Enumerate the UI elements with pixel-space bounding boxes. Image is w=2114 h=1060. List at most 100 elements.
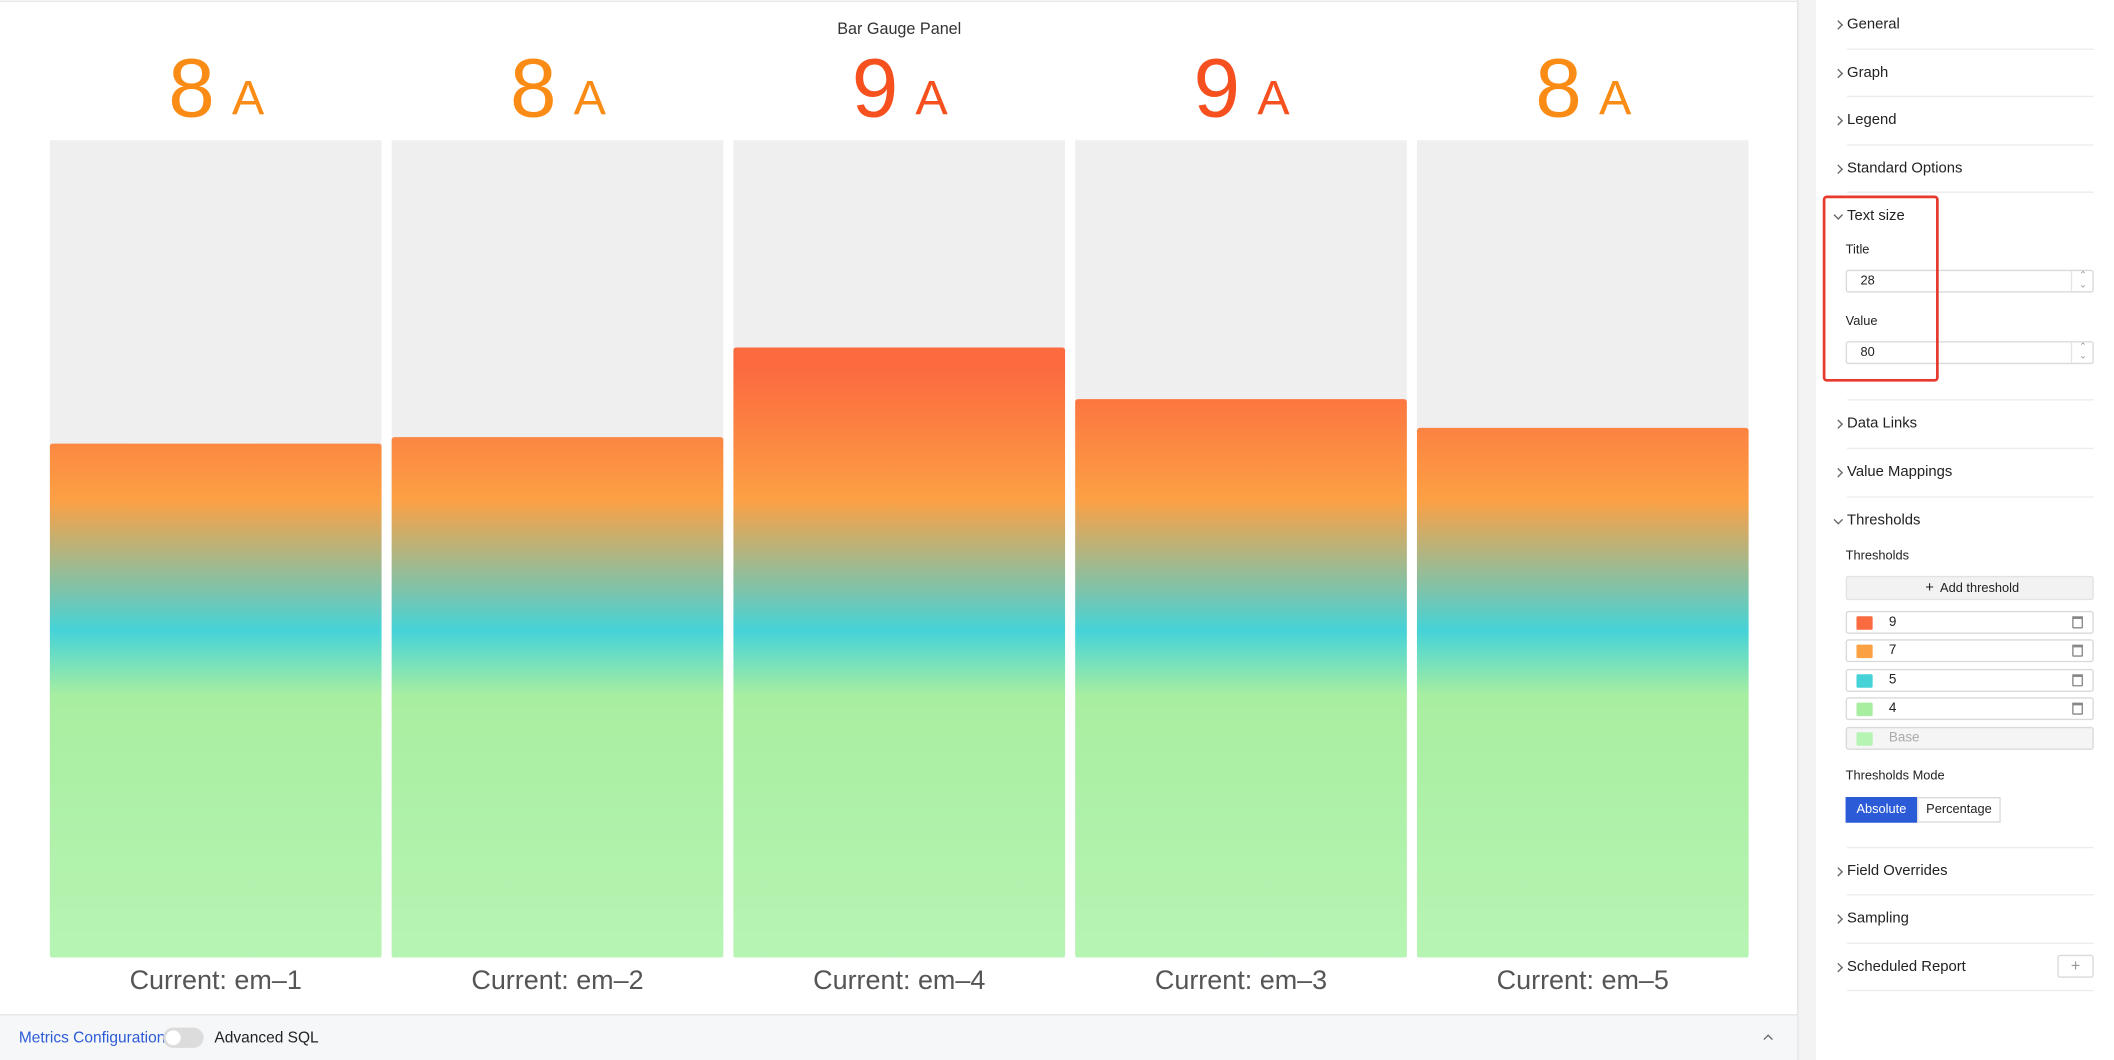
highlight-box xyxy=(1822,196,1939,383)
threshold-row: 4 xyxy=(1845,697,2094,721)
category-label: Current: em–1 xyxy=(130,965,302,995)
threshold-swatch[interactable] xyxy=(1856,731,1873,746)
threshold-swatch[interactable] xyxy=(1856,673,1873,688)
value-label: 8 xyxy=(510,40,556,134)
section-title[interactable]: Graph xyxy=(1847,64,1889,81)
unit-label: A xyxy=(1257,71,1290,125)
section-title[interactable]: Legend xyxy=(1847,112,1897,129)
bar xyxy=(391,437,724,958)
value-label: 9 xyxy=(852,40,898,134)
value-label: 8 xyxy=(168,40,214,134)
unit-label: A xyxy=(574,71,607,125)
threshold-value: 7 xyxy=(1888,643,1897,659)
section-chevron xyxy=(1833,164,1844,174)
plus: + xyxy=(1925,579,1934,596)
category-label: Current: em–4 xyxy=(813,965,985,995)
category-label: Current: em–5 xyxy=(1497,965,1669,995)
mode-button[interactable]: Absolute xyxy=(1845,796,1918,823)
mode-label: Thresholds Mode xyxy=(1845,768,1945,783)
field-label: Title xyxy=(1845,243,1870,259)
threshold-value: 4 xyxy=(1888,701,1897,717)
threshold-swatch[interactable] xyxy=(1856,615,1873,630)
separator xyxy=(1847,48,2094,50)
section-chevron xyxy=(1833,68,1844,78)
separator xyxy=(1847,96,2094,98)
add-threshold-label: Add threshold xyxy=(1940,580,2020,596)
separator xyxy=(1847,894,2094,896)
threshold-value: 5 xyxy=(1888,672,1897,688)
threshold-row: 9 xyxy=(1845,610,2094,634)
section-chevron xyxy=(1833,514,1844,525)
threshold-row: Base xyxy=(1845,726,2094,750)
threshold-row: 7 xyxy=(1845,639,2094,663)
separator xyxy=(1847,192,2094,194)
section-chevron xyxy=(1833,962,1844,973)
threshold-row: 5 xyxy=(1845,668,2094,692)
toggle-label: Advanced SQL xyxy=(214,1030,319,1047)
bar xyxy=(1075,399,1407,958)
base-placeholder: Base xyxy=(1888,730,1920,746)
bottom-bar: Metrics Configuration Advanced SQL xyxy=(0,1014,1798,1060)
input[interactable]: 80 ⌃ ⌄ xyxy=(1845,341,2094,365)
section-title[interactable]: General xyxy=(1847,16,1900,33)
chart-title: Bar Gauge Panel xyxy=(837,20,961,38)
separator xyxy=(1847,399,2094,402)
collapse-button[interactable] xyxy=(1763,1034,1773,1044)
section-chevron xyxy=(1833,467,1844,478)
unit-label: A xyxy=(1599,71,1632,125)
separator xyxy=(1847,846,2094,848)
section-title[interactable]: Text size xyxy=(1847,208,1905,225)
input[interactable]: 28 ⌃ ⌄ xyxy=(1845,270,2094,294)
thresholds-label: Thresholds xyxy=(1845,548,1910,564)
bar xyxy=(733,347,1066,958)
separator xyxy=(1847,942,2094,944)
threshold-swatch[interactable] xyxy=(1856,644,1873,659)
section-chevron xyxy=(1833,866,1844,877)
section-title[interactable]: Value Mappings xyxy=(1847,463,1953,481)
divider xyxy=(1797,0,1817,1060)
section-title[interactable]: Sampling xyxy=(1847,910,1909,927)
delete-icon[interactable] xyxy=(2072,615,2083,628)
toggle[interactable] xyxy=(163,1027,204,1048)
section-title[interactable]: Data Links xyxy=(1847,415,1918,433)
section-chevron xyxy=(1833,914,1844,925)
delete-icon[interactable] xyxy=(2072,702,2083,715)
unit-label: A xyxy=(915,71,948,125)
input-value: 28 xyxy=(1860,274,1875,290)
section-chevron xyxy=(1833,116,1844,126)
spinner: ⌃ ⌄ xyxy=(2070,271,2094,292)
section-title[interactable]: Standard Options xyxy=(1847,160,1963,177)
metrics-link[interactable]: Metrics Configuration xyxy=(18,1030,166,1047)
category-label: Current: em–2 xyxy=(471,965,643,995)
section-title[interactable]: Thresholds xyxy=(1847,511,1921,529)
delete-icon[interactable] xyxy=(2072,644,2083,657)
value-label: 8 xyxy=(1535,40,1581,134)
threshold-value: 9 xyxy=(1888,614,1897,630)
value-label: 9 xyxy=(1194,40,1240,134)
separator xyxy=(1847,144,2094,146)
unit-label: A xyxy=(232,71,265,125)
add-threshold[interactable]: + Add threshold xyxy=(1845,575,2094,600)
options-panel: General Graph Legend Standard Options Text s… xyxy=(1816,0,2114,1060)
add-button[interactable]: + xyxy=(2057,954,2094,978)
input-value: 80 xyxy=(1860,345,1875,361)
mode-button[interactable]: Percentage xyxy=(1917,796,2001,823)
bar xyxy=(49,443,382,958)
separator xyxy=(1847,990,2094,992)
delete-icon[interactable] xyxy=(2072,673,2083,686)
threshold-swatch[interactable] xyxy=(1856,702,1873,717)
mode-button-label: Percentage xyxy=(1926,801,1992,817)
section-title[interactable]: Field Overrides xyxy=(1847,862,1948,879)
section-title[interactable]: Scheduled Report xyxy=(1847,958,1966,975)
separator xyxy=(1847,495,2094,498)
mode-button-label: Absolute xyxy=(1856,801,1907,817)
spinner: ⌃ ⌄ xyxy=(2070,343,2094,364)
category-label: Current: em–3 xyxy=(1155,965,1327,995)
separator xyxy=(1847,447,2094,450)
section-chevron xyxy=(1833,20,1844,30)
field-label: Value xyxy=(1845,314,1878,330)
section-chevron xyxy=(1833,419,1844,430)
bar xyxy=(1416,427,1749,958)
